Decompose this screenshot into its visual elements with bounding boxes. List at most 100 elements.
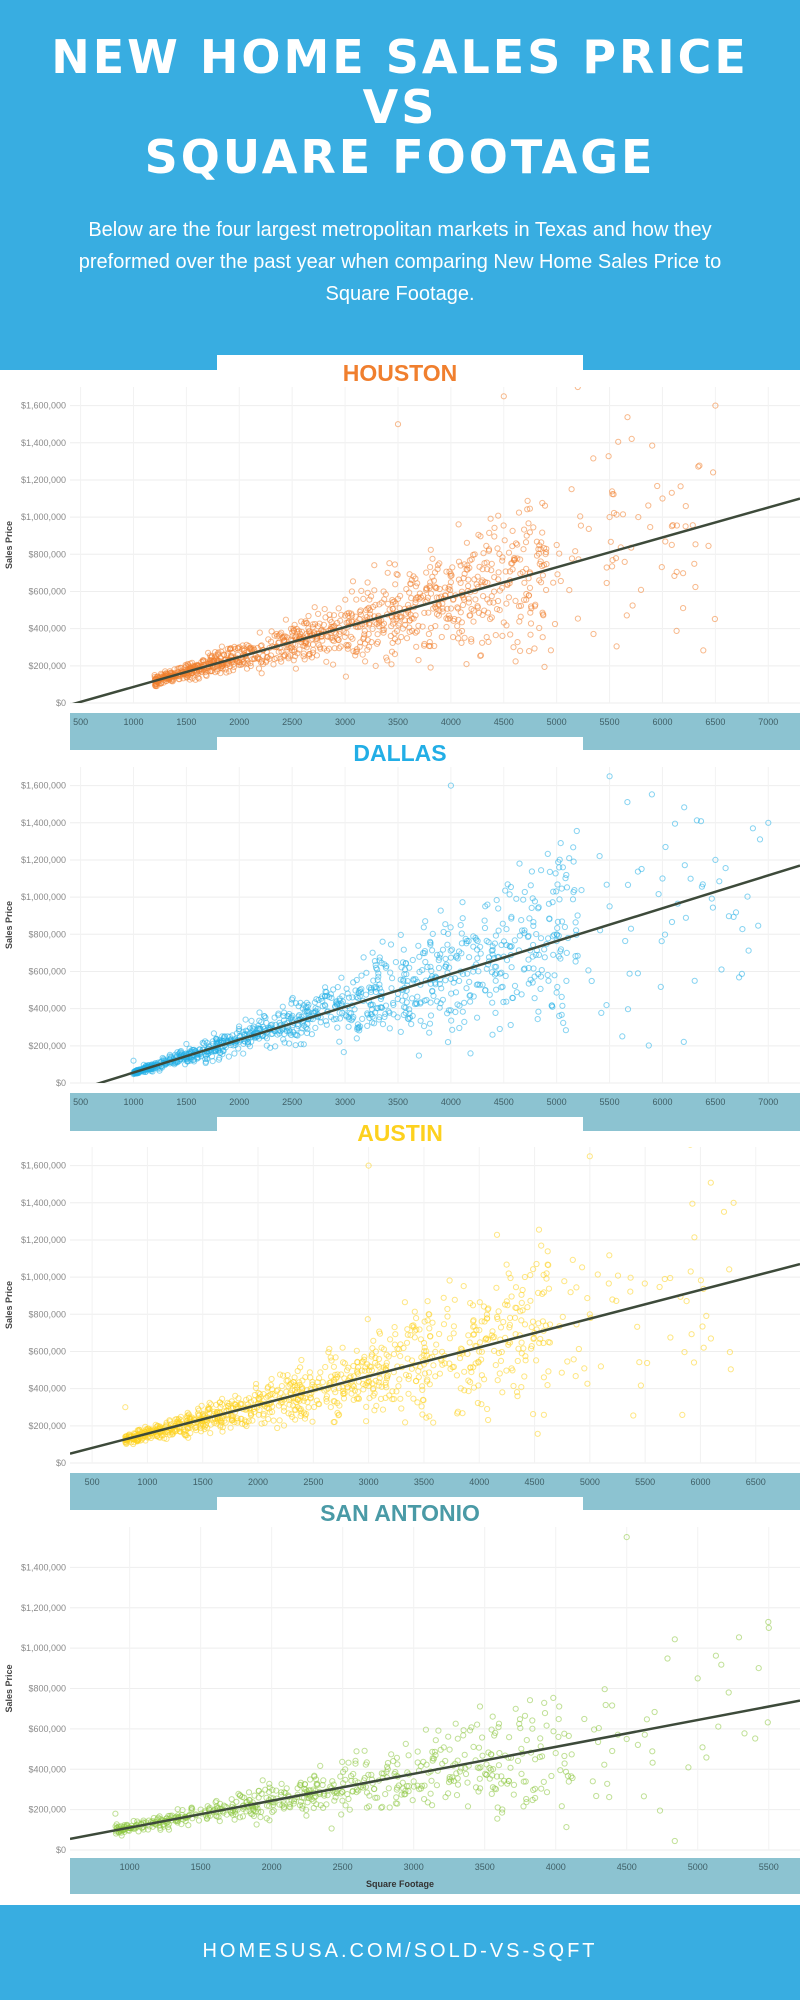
data-point: [322, 1363, 329, 1371]
data-point: [355, 994, 362, 1002]
data-point: [454, 1735, 461, 1742]
data-point: [169, 1431, 176, 1438]
data-point: [150, 1814, 157, 1822]
data-point: [643, 1716, 651, 1723]
data-point: [437, 907, 444, 914]
data-point: [392, 959, 399, 966]
data-point: [219, 663, 226, 670]
data-point: [603, 1002, 610, 1009]
data-point: [711, 615, 719, 623]
y-tick-label: $1,200,000: [21, 1603, 66, 1613]
data-point: [359, 651, 366, 658]
data-point: [634, 1323, 641, 1330]
houston-grid: [70, 387, 800, 704]
data-point: [256, 1395, 263, 1402]
trend-line: [70, 1699, 800, 1841]
data-point: [533, 552, 541, 559]
data-point: [509, 527, 516, 534]
data-point: [367, 985, 375, 992]
data-point: [457, 562, 464, 569]
data-point: [726, 1266, 733, 1273]
data-point: [427, 1012, 435, 1019]
data-point: [380, 629, 387, 636]
data-point: [412, 629, 419, 636]
data-point: [511, 982, 519, 989]
data-point: [255, 665, 263, 672]
data-point: [418, 1403, 425, 1410]
data-point: [338, 974, 345, 981]
data-point: [364, 646, 371, 653]
data-point: [231, 1050, 238, 1057]
data-point: [530, 1786, 537, 1794]
data-point: [439, 1348, 446, 1355]
data-point: [461, 1751, 468, 1758]
data-point: [258, 1420, 265, 1427]
data-point: [703, 1754, 710, 1761]
data-point: [415, 1368, 422, 1375]
data-point: [556, 864, 563, 871]
data-point: [369, 625, 376, 632]
data-point: [287, 645, 294, 652]
data-point: [451, 1296, 458, 1303]
data-point: [406, 624, 413, 631]
data-point: [461, 1387, 468, 1394]
data-point: [619, 511, 627, 518]
data-point: [376, 1363, 383, 1370]
data-point: [379, 1406, 387, 1413]
san-antonio-points: [112, 1534, 772, 1845]
data-point: [530, 524, 537, 531]
data-point: [449, 564, 456, 571]
data-point: [360, 595, 367, 602]
data-point: [197, 1806, 204, 1813]
data-point: [471, 551, 478, 558]
data-point: [397, 1353, 404, 1360]
data-point: [439, 605, 446, 612]
data-point: [166, 1051, 173, 1058]
data-point: [472, 1784, 480, 1791]
data-point: [270, 1807, 277, 1814]
data-point: [649, 1759, 656, 1766]
data-point: [621, 558, 628, 565]
data-point: [328, 623, 335, 630]
data-point: [483, 634, 490, 641]
data-point: [727, 1366, 734, 1373]
data-point: [343, 629, 350, 636]
data-point: [333, 1790, 340, 1797]
data-point: [332, 1389, 339, 1396]
data-point: [276, 1019, 283, 1026]
data-point: [765, 1624, 772, 1632]
data-point: [507, 944, 514, 951]
data-point: [330, 986, 337, 993]
data-point: [514, 555, 521, 562]
data-point: [383, 1375, 391, 1382]
data-point: [280, 1800, 287, 1807]
data-point: [548, 1002, 556, 1009]
data-point: [288, 1000, 295, 1007]
data-point: [562, 1027, 570, 1034]
data-point: [437, 1000, 444, 1007]
data-point: [406, 1010, 413, 1017]
x-tick-label: 1000: [123, 717, 143, 727]
data-point: [307, 1776, 314, 1783]
data-point: [386, 560, 393, 567]
data-point: [527, 620, 535, 627]
data-point: [440, 1744, 447, 1751]
data-point: [383, 1373, 390, 1380]
data-point: [273, 655, 280, 662]
data-point: [476, 1348, 483, 1355]
data-point: [518, 917, 525, 924]
data-point: [470, 1743, 477, 1750]
data-point: [409, 995, 416, 1002]
data-point: [362, 991, 370, 998]
data-point: [530, 919, 537, 926]
footer-url: HOMESUSA.COM/SOLD-VS-SQFT: [202, 1940, 598, 1962]
data-point: [442, 921, 449, 928]
data-point: [521, 965, 528, 972]
data-point: [212, 649, 219, 656]
data-point: [697, 1277, 705, 1284]
data-point: [668, 489, 675, 496]
data-point: [264, 1385, 271, 1392]
data-point: [402, 1791, 409, 1798]
data-point: [498, 984, 505, 991]
data-point: [467, 992, 474, 999]
